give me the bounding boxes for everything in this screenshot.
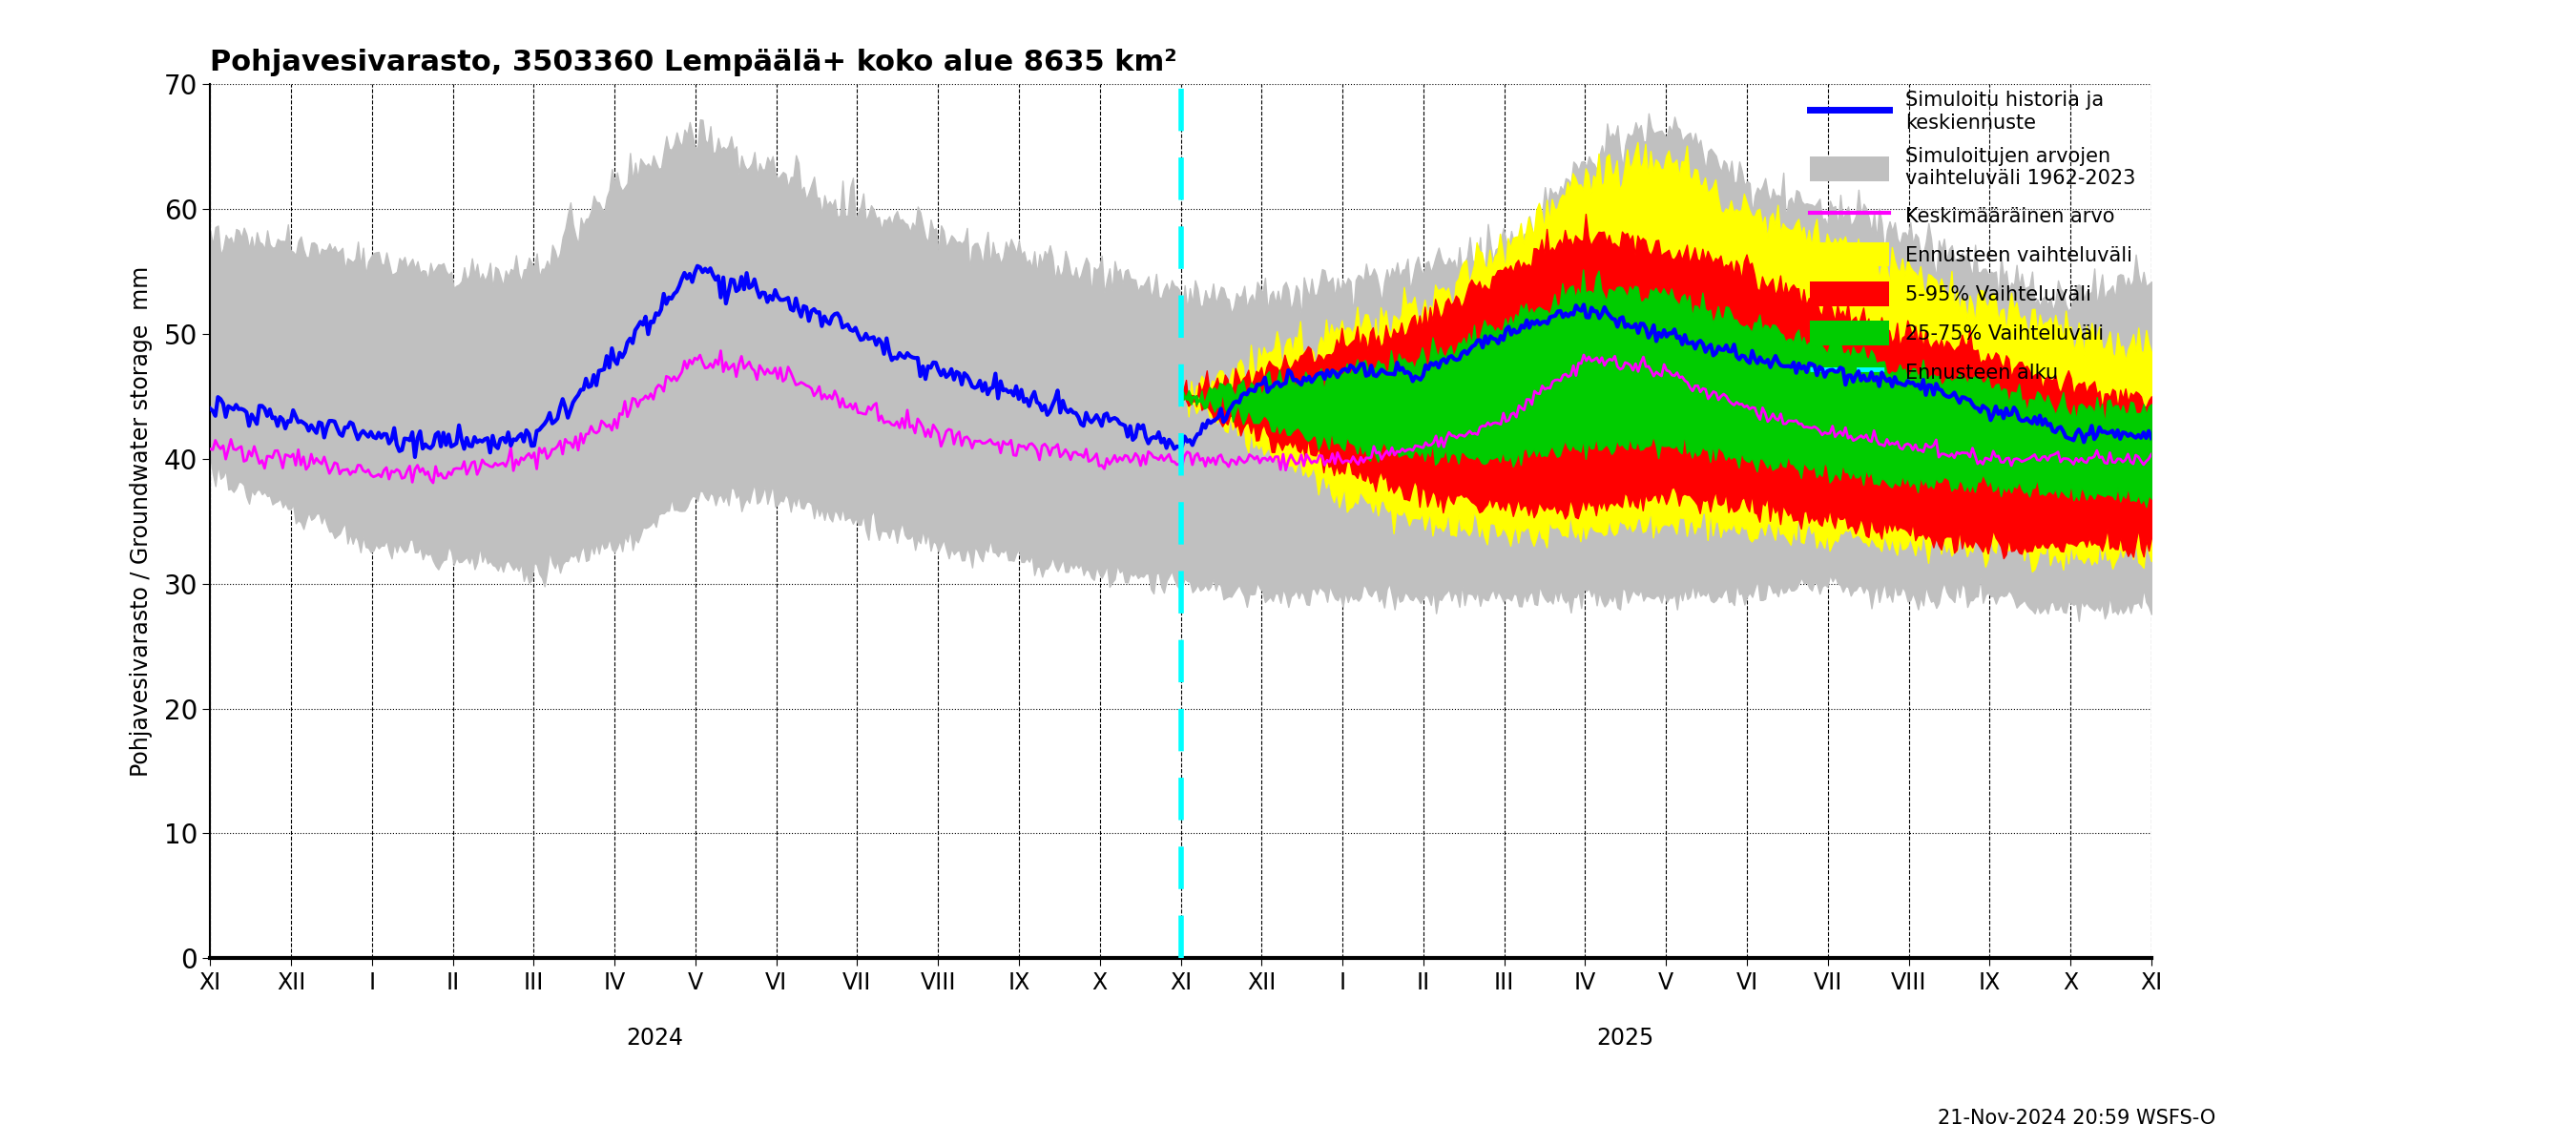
Text: 2025: 2025: [1597, 1027, 1654, 1050]
Legend: Simuloitu historia ja
keskiennuste, Simuloitujen arvojen
vaihteluväli 1962-2023,: Simuloitu historia ja keskiennuste, Simu…: [1803, 85, 2141, 390]
Text: 2024: 2024: [626, 1027, 683, 1050]
Text: 21-Nov-2024 20:59 WSFS-O: 21-Nov-2024 20:59 WSFS-O: [1937, 1108, 2215, 1128]
Text: Pohjavesivarasto, 3503360 Lempäälä+ koko alue 8635 km²: Pohjavesivarasto, 3503360 Lempäälä+ koko…: [211, 48, 1177, 77]
Y-axis label: Pohjavesivarasto / Groundwater storage  mm: Pohjavesivarasto / Groundwater storage m…: [131, 266, 152, 776]
